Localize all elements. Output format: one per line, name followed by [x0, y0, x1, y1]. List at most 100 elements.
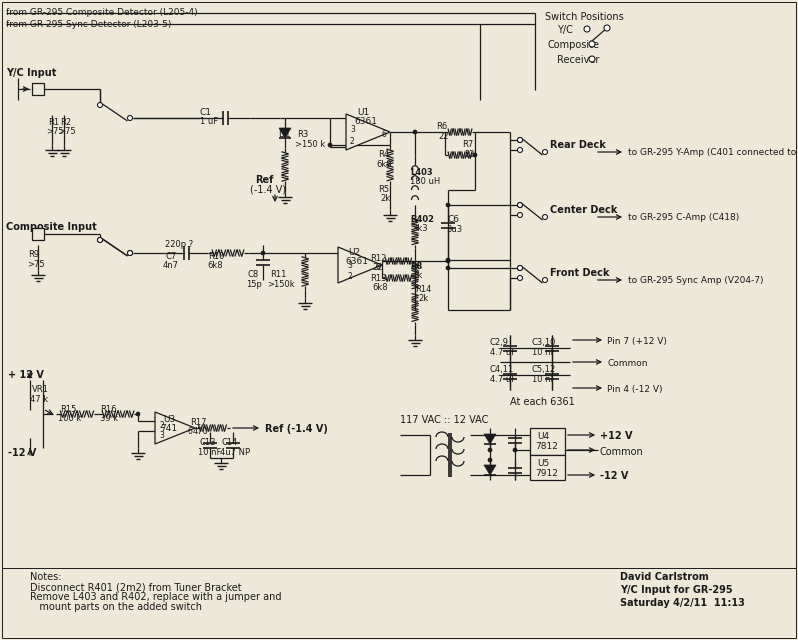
- Text: 22: 22: [464, 150, 475, 159]
- Circle shape: [97, 237, 102, 243]
- Text: Center Deck: Center Deck: [550, 205, 618, 215]
- Circle shape: [446, 203, 450, 207]
- Text: Common: Common: [607, 359, 647, 368]
- Text: 470: 470: [193, 427, 209, 436]
- Text: 3u3: 3u3: [446, 225, 462, 234]
- Text: to GR-295 Y-Amp (C401 connected to R403): to GR-295 Y-Amp (C401 connected to R403): [628, 148, 798, 157]
- Text: R12: R12: [370, 254, 386, 263]
- Text: from GR-295 Sync Detector (L203-5): from GR-295 Sync Detector (L203-5): [6, 20, 172, 29]
- Text: R13: R13: [370, 274, 386, 283]
- Circle shape: [97, 237, 102, 243]
- Text: 180 uH: 180 uH: [410, 177, 440, 186]
- Text: R10: R10: [208, 252, 224, 261]
- Bar: [530, 455, 565, 480]
- Text: U3: U3: [163, 415, 176, 424]
- Text: >150k: >150k: [267, 280, 294, 289]
- Circle shape: [488, 458, 492, 462]
- Text: 10 nF: 10 nF: [532, 375, 555, 384]
- Text: Remove L403 and R402, replace with a jumper and: Remove L403 and R402, replace with a jum…: [30, 592, 282, 602]
- Text: R17: R17: [190, 418, 207, 427]
- Text: R16: R16: [100, 405, 117, 414]
- Circle shape: [589, 41, 595, 47]
- Circle shape: [128, 115, 132, 120]
- Text: 7912: 7912: [535, 469, 558, 478]
- Text: R7: R7: [462, 140, 473, 149]
- Text: 6: 6: [375, 263, 380, 272]
- Text: 10 nF: 10 nF: [532, 348, 555, 357]
- Circle shape: [517, 147, 523, 152]
- Text: R8: R8: [410, 262, 422, 271]
- Bar: [32, 228, 44, 240]
- Text: U1: U1: [357, 108, 369, 117]
- Text: Composite: Composite: [547, 40, 599, 50]
- Text: 6: 6: [188, 427, 193, 436]
- Text: C2,9: C2,9: [490, 338, 509, 347]
- Polygon shape: [484, 434, 496, 444]
- Text: (-1.4 V): (-1.4 V): [250, 185, 286, 195]
- Text: R9: R9: [28, 250, 39, 259]
- Text: 3: 3: [350, 125, 355, 134]
- Circle shape: [584, 26, 590, 32]
- Text: 6k8: 6k8: [207, 261, 223, 270]
- Circle shape: [517, 138, 523, 143]
- Text: -12 V: -12 V: [600, 471, 628, 481]
- Circle shape: [446, 266, 450, 270]
- Text: 2k: 2k: [380, 194, 390, 203]
- Text: C7: C7: [165, 252, 176, 261]
- Text: mount parts on the added switch: mount parts on the added switch: [30, 602, 202, 612]
- Circle shape: [517, 212, 523, 218]
- Circle shape: [543, 214, 547, 220]
- Text: to GR-295 Sync Amp (V204-7): to GR-295 Sync Amp (V204-7): [628, 276, 764, 285]
- Text: R6: R6: [436, 122, 447, 131]
- Text: Y/C Input for GR-295: Y/C Input for GR-295: [620, 585, 733, 595]
- Circle shape: [446, 258, 450, 262]
- Circle shape: [589, 56, 595, 62]
- Text: D1: D1: [278, 130, 290, 139]
- Text: C1: C1: [200, 108, 212, 117]
- Text: Common: Common: [600, 447, 644, 457]
- Circle shape: [413, 130, 417, 134]
- Text: R4: R4: [378, 150, 389, 159]
- Text: R1: R1: [48, 118, 59, 127]
- Circle shape: [517, 266, 523, 271]
- Circle shape: [446, 259, 450, 263]
- Text: C8: C8: [248, 270, 259, 279]
- Text: R2: R2: [60, 118, 71, 127]
- Circle shape: [517, 266, 523, 271]
- Text: U5: U5: [537, 459, 549, 468]
- Polygon shape: [338, 247, 382, 283]
- Text: 22: 22: [438, 132, 448, 141]
- Text: Y/C: Y/C: [557, 25, 573, 35]
- Text: C5,12: C5,12: [532, 365, 556, 374]
- Text: 2k: 2k: [418, 294, 428, 303]
- Text: 1 uF: 1 uF: [200, 117, 218, 126]
- Circle shape: [97, 102, 102, 108]
- Polygon shape: [484, 465, 496, 475]
- Circle shape: [513, 448, 517, 452]
- Text: 741: 741: [160, 424, 177, 433]
- Text: 100 k: 100 k: [58, 414, 81, 423]
- Text: 6k8: 6k8: [372, 283, 388, 292]
- Polygon shape: [346, 114, 390, 150]
- Text: Ref: Ref: [255, 175, 274, 185]
- Circle shape: [604, 25, 610, 31]
- Text: Rear Deck: Rear Deck: [550, 140, 606, 150]
- Text: U2: U2: [348, 248, 360, 257]
- Text: R11: R11: [270, 270, 286, 279]
- Text: R5: R5: [378, 185, 389, 194]
- Text: C4,11: C4,11: [490, 365, 514, 374]
- Text: 4.7 uF: 4.7 uF: [490, 348, 516, 357]
- Text: Saturday 4/2/11  11:13: Saturday 4/2/11 11:13: [620, 598, 745, 608]
- Circle shape: [517, 202, 523, 207]
- Text: R15: R15: [60, 405, 77, 414]
- Text: 3: 3: [159, 431, 164, 440]
- Text: 22: 22: [372, 263, 382, 272]
- Text: 7812: 7812: [535, 442, 558, 451]
- Bar: [530, 428, 565, 455]
- Text: 4.7 uF: 4.7 uF: [490, 375, 516, 384]
- Text: + 12 V: + 12 V: [8, 370, 44, 380]
- Circle shape: [517, 275, 523, 280]
- Text: Disconnect R401 (2m2) from Tuner Bracket: Disconnect R401 (2m2) from Tuner Bracket: [30, 582, 242, 592]
- Text: 2: 2: [350, 137, 355, 146]
- Polygon shape: [279, 128, 291, 138]
